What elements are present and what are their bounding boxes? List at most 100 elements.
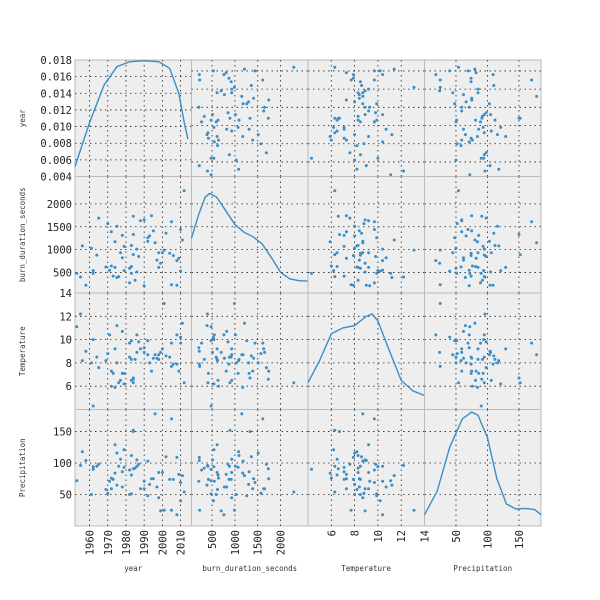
scatter-point xyxy=(530,341,534,345)
scatter-point xyxy=(212,125,216,129)
scatter-point xyxy=(338,116,341,120)
scatter-point xyxy=(142,487,146,491)
scatter-point xyxy=(356,114,360,118)
scatter-point xyxy=(217,476,220,480)
scatter-point xyxy=(219,350,223,354)
scatter-point xyxy=(175,259,179,263)
scatter-point xyxy=(342,244,346,248)
scatter-point xyxy=(451,91,455,95)
scatter-point xyxy=(484,340,488,344)
scatter-point xyxy=(480,214,484,218)
scatter-point xyxy=(150,214,153,218)
scatter-point xyxy=(479,281,482,285)
scatter-point xyxy=(230,471,234,474)
scatter-point xyxy=(448,269,452,273)
scatter-point xyxy=(248,430,252,433)
scatter-point xyxy=(355,488,359,491)
scatter-point xyxy=(109,230,113,234)
scatter-point xyxy=(454,266,458,270)
scatter-point xyxy=(237,450,241,454)
scatter-point xyxy=(402,275,405,279)
scatter-point xyxy=(267,98,271,102)
scatter-point xyxy=(217,138,220,142)
scatter-point xyxy=(171,254,175,257)
scatter-point xyxy=(489,129,493,133)
scatter-point xyxy=(205,324,209,328)
scatter-point xyxy=(212,465,216,469)
scatter-point xyxy=(146,339,150,343)
scatter-point xyxy=(137,462,141,466)
scatter-point xyxy=(381,113,385,117)
scatter-point xyxy=(348,216,352,220)
scatter-point xyxy=(467,284,471,288)
scatter-point xyxy=(453,236,457,240)
scatter-point xyxy=(266,377,270,381)
scatter-point xyxy=(263,105,267,109)
scatter-point xyxy=(469,355,473,359)
scatter-point xyxy=(225,127,229,131)
scatter-point xyxy=(481,125,485,129)
scatter-point xyxy=(236,465,240,469)
scatter-point xyxy=(249,354,253,358)
tick-labels: 0.004 0.006 0.008 0.010 0.012 0.014 0.016 0.018… xyxy=(40,55,526,555)
scatter-point xyxy=(202,357,206,361)
scatter-point xyxy=(353,224,357,228)
scatter-point xyxy=(480,114,484,118)
scatter-point xyxy=(462,93,465,97)
scatter-point xyxy=(212,333,216,337)
scatter-point xyxy=(363,113,367,117)
scatter-point xyxy=(129,473,133,477)
scatter-point xyxy=(479,341,482,345)
scatter-point xyxy=(356,454,360,457)
panel-burn_duration_seconds-vs-Precipitation xyxy=(424,176,542,294)
scatter-point xyxy=(228,381,232,385)
scatter-point xyxy=(474,265,477,268)
scatter-point xyxy=(211,458,214,462)
scatter-point xyxy=(111,371,115,375)
scatter-point xyxy=(211,69,215,73)
x-tick-label: 50 xyxy=(451,530,463,543)
scatter-point xyxy=(355,144,359,148)
scatter-point xyxy=(180,321,184,325)
scatter-point xyxy=(476,251,480,255)
scatter-point xyxy=(367,443,371,447)
scatter-point xyxy=(482,269,486,273)
scatter-point xyxy=(336,214,340,218)
scatter-point xyxy=(229,80,233,84)
panel-year-vs-Precipitation xyxy=(424,59,542,177)
scatter-point xyxy=(344,71,348,75)
scatter-point xyxy=(483,312,487,316)
scatter-point xyxy=(482,381,486,385)
scatter-point xyxy=(236,371,240,375)
scatter-point xyxy=(351,455,355,459)
scatter-point xyxy=(120,485,124,489)
scatter-point xyxy=(131,253,135,257)
scatter-point xyxy=(438,248,442,252)
scatter-point xyxy=(197,73,201,77)
scatter-point xyxy=(128,468,132,472)
x-tick-label: 14 xyxy=(420,530,432,543)
scatter-point xyxy=(108,333,112,337)
scatter-point xyxy=(389,173,393,177)
scatter-point xyxy=(517,233,521,236)
scatter-point xyxy=(518,116,522,120)
scatter-point xyxy=(455,222,459,226)
scatter-point xyxy=(372,69,376,73)
scatter-point xyxy=(108,268,112,272)
scatter-point xyxy=(234,361,238,365)
scatter-point xyxy=(91,404,95,408)
scatter-point xyxy=(464,100,468,104)
scatter-point xyxy=(230,129,234,133)
scatter-point xyxy=(197,459,201,462)
scatter-point xyxy=(497,167,501,171)
scatter-point xyxy=(356,471,360,474)
scatter-point xyxy=(355,244,359,248)
scatter-point xyxy=(129,454,133,457)
scatter-point xyxy=(372,120,376,124)
scatter-point xyxy=(363,270,367,274)
scatter-point xyxy=(353,482,357,486)
scatter-point xyxy=(179,341,183,345)
scatter-point xyxy=(358,464,362,468)
scatter-point xyxy=(455,352,459,356)
scatter-point xyxy=(247,127,251,131)
